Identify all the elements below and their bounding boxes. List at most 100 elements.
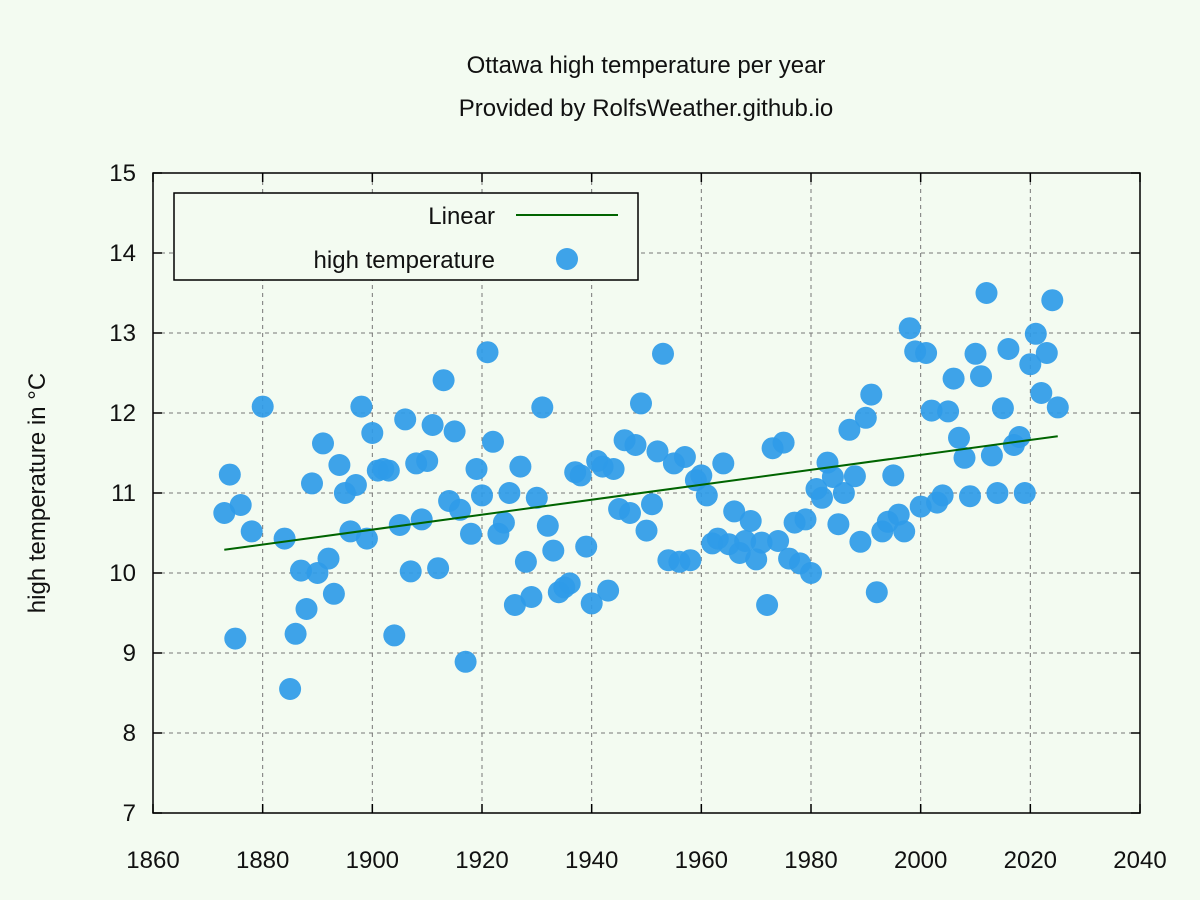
data-point xyxy=(394,408,417,431)
data-point xyxy=(980,444,1003,467)
data-point xyxy=(383,624,406,647)
data-point xyxy=(339,520,362,543)
data-point xyxy=(328,454,351,476)
data-point xyxy=(849,530,872,553)
legend-label-high-temperature: high temperature xyxy=(314,247,495,274)
legend-point-swatch xyxy=(556,248,578,270)
data-point xyxy=(832,482,855,504)
legend: Linear high temperature xyxy=(173,192,639,281)
x-tick-label: 1980 xyxy=(784,847,837,874)
data-point xyxy=(229,494,252,516)
data-point xyxy=(991,397,1014,420)
x-tick-label: 2000 xyxy=(894,847,947,874)
data-point xyxy=(471,484,493,507)
data-point xyxy=(213,502,236,524)
data-point xyxy=(1013,482,1036,504)
data-point xyxy=(800,562,822,584)
x-tick-label: 1960 xyxy=(675,847,728,874)
data-point xyxy=(712,452,735,475)
data-point xyxy=(542,539,565,562)
data-point xyxy=(964,342,987,365)
data-point xyxy=(948,426,970,449)
x-tick-label: 2020 xyxy=(1004,847,1057,874)
data-point xyxy=(898,317,921,340)
y-tick-label: 13 xyxy=(109,320,136,347)
data-point xyxy=(734,530,757,552)
data-point xyxy=(525,486,548,509)
data-point xyxy=(767,530,790,552)
data-point xyxy=(465,458,488,480)
data-point xyxy=(575,535,598,558)
data-point xyxy=(915,342,938,364)
data-point xyxy=(959,485,981,508)
data-point xyxy=(1041,289,1064,312)
data-point xyxy=(240,520,263,543)
data-point xyxy=(443,420,466,443)
data-point xyxy=(838,418,861,441)
chart-subtitle: Provided by RolfsWeather.github.io xyxy=(459,95,833,122)
x-tick-label: 1920 xyxy=(455,847,508,874)
data-point xyxy=(312,432,334,455)
data-point xyxy=(492,511,515,534)
data-point xyxy=(739,510,762,532)
data-point xyxy=(975,282,998,304)
data-point xyxy=(635,519,658,542)
data-point xyxy=(893,520,916,543)
y-tick-label: 15 xyxy=(109,160,136,187)
data-point xyxy=(514,550,537,573)
data-point xyxy=(377,459,400,482)
data-point xyxy=(986,482,1009,504)
data-point xyxy=(750,531,773,554)
data-point xyxy=(794,508,817,531)
data-point xyxy=(887,503,910,526)
data-point xyxy=(931,484,954,507)
data-point xyxy=(317,547,340,570)
data-point xyxy=(1035,342,1058,364)
data-point xyxy=(997,338,1020,360)
data-point xyxy=(695,484,718,507)
data-point xyxy=(882,464,905,487)
data-point xyxy=(953,446,976,469)
data-point xyxy=(454,650,477,673)
data-point xyxy=(361,422,384,444)
data-point xyxy=(503,594,526,616)
data-point xyxy=(427,557,450,580)
data-point xyxy=(476,341,499,364)
data-point xyxy=(652,342,674,365)
data-point xyxy=(569,464,592,487)
data-point xyxy=(865,581,888,604)
data-point xyxy=(322,582,345,605)
data-point xyxy=(290,559,312,582)
data-point xyxy=(355,527,378,550)
data-point xyxy=(531,396,554,419)
data-point xyxy=(558,572,581,595)
data-point xyxy=(756,594,779,616)
data-point xyxy=(350,395,373,418)
y-tick-label: 9 xyxy=(123,640,136,667)
data-point xyxy=(827,513,850,536)
data-point xyxy=(218,463,241,486)
y-tick-label: 10 xyxy=(109,560,136,587)
data-point xyxy=(509,455,532,478)
data-point xyxy=(679,549,702,572)
trend-line xyxy=(224,435,1058,551)
x-tick-label: 1940 xyxy=(565,847,618,874)
data-point xyxy=(602,458,625,480)
data-point xyxy=(1024,322,1047,345)
data-point xyxy=(646,440,669,463)
data-point xyxy=(344,474,367,496)
data-point xyxy=(673,446,696,468)
data-point xyxy=(821,466,844,488)
data-point xyxy=(284,622,307,645)
data-point xyxy=(630,392,652,415)
y-tick-label: 8 xyxy=(123,720,136,747)
data-point xyxy=(811,486,833,509)
data-point xyxy=(1019,353,1042,376)
data-point xyxy=(432,369,455,392)
y-axis-label: high temperature in °C xyxy=(24,373,51,613)
data-point xyxy=(745,548,768,571)
data-point xyxy=(909,495,932,518)
data-point xyxy=(251,395,274,418)
x-tick-label: 1880 xyxy=(236,847,289,874)
